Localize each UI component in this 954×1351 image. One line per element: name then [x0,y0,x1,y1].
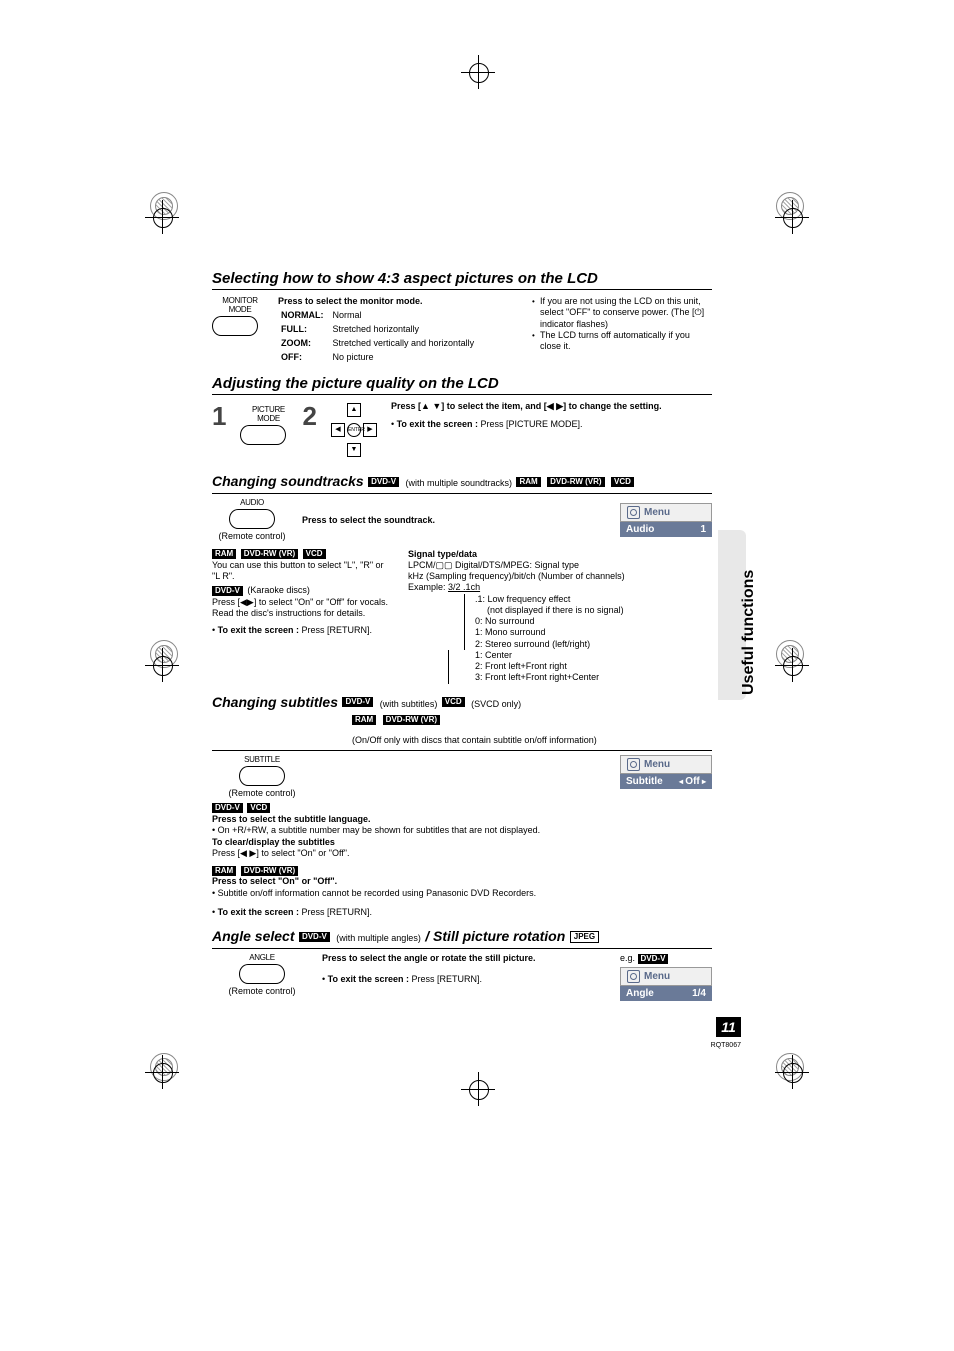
sec3-right: Signal type/data LPCM/▢▢ Digital/DTS/MPE… [408,549,712,684]
dpad-icon: ▲ ◀ ENTER ▶ ▼ [331,403,375,459]
picture-mode-button[interactable] [240,425,286,445]
sec4-exit: • To exit the screen : Press [RETURN]. [212,907,712,918]
step-1: 1 [212,401,226,432]
step-2: 2 [302,401,316,432]
sec1-title: Selecting how to show 4:3 aspect picture… [212,270,712,290]
sec1-notes: If you are not using the LCD on this uni… [532,296,712,352]
remote-label: (Remote control) [212,531,292,542]
side-tab-label: Useful functions [740,570,758,695]
subtitle-menu-display: Menu Subtitle◂ Off ▸ [620,755,712,789]
angle-label: ANGLE [212,953,312,962]
angle-button[interactable] [239,964,285,984]
mode-table: NORMAL:Normal FULL:Stretched horizontall… [278,307,482,365]
page-number: 11 [716,1017,741,1037]
audio-button[interactable] [229,509,275,529]
disc-icon [627,506,640,519]
sec5-exit: • To exit the screen : Press [RETURN]. [322,974,610,985]
audio-menu-display: Menu Audio1 [620,503,712,537]
sec3-header: Changing soundtracks DVD-V (with multipl… [212,473,712,494]
angle-menu-display: Menu Angle1/4 [620,967,712,1001]
monitor-mode-label: MONITOR MODE [212,296,268,314]
subtitle-button[interactable] [239,766,285,786]
sec1-press: Press to select the monitor mode. [278,296,522,307]
remote-label-3: (Remote control) [212,986,312,997]
sec3-press: Press to select the soundtrack. [302,515,610,526]
monitor-mode-button[interactable] [212,316,258,336]
manual-page: Useful functions Selecting how to show 4… [0,0,954,1351]
subtitle-label: SUBTITLE [212,755,312,764]
sec3-left: RAM DVD-RW (VR) VCD You can use this but… [212,549,392,637]
sec5-header: Angle select DVD-V (with multiple angles… [212,928,712,949]
sec5-eg: e.g. DVD-V [620,953,712,964]
sec4-groupA: DVD-V VCD Press to select the subtitle l… [212,803,712,859]
picture-mode-label: PICTURE MODE [240,405,296,423]
audio-label: AUDIO [212,498,292,507]
doc-id: RQT8067 [711,1042,741,1049]
disc-icon [627,970,640,983]
sec4-header: Changing subtitles DVD-V (with subtitles… [212,694,712,751]
sec2-title: Adjusting the picture quality on the LCD [212,375,712,395]
sec2-instr: Press [▲ ▼] to select the item, and [◀ ▶… [391,401,712,412]
sec5-press: Press to select the angle or rotate the … [322,953,610,964]
sec4-groupB: RAM DVD-RW (VR) Press to select "On" or … [212,865,712,899]
sec2-exit: • To exit the screen : Press [PICTURE MO… [391,419,712,430]
disc-icon [627,758,640,771]
side-tab: Useful functions [718,530,746,700]
main-content: Selecting how to show 4:3 aspect picture… [212,270,712,1001]
remote-label-2: (Remote control) [212,788,312,799]
